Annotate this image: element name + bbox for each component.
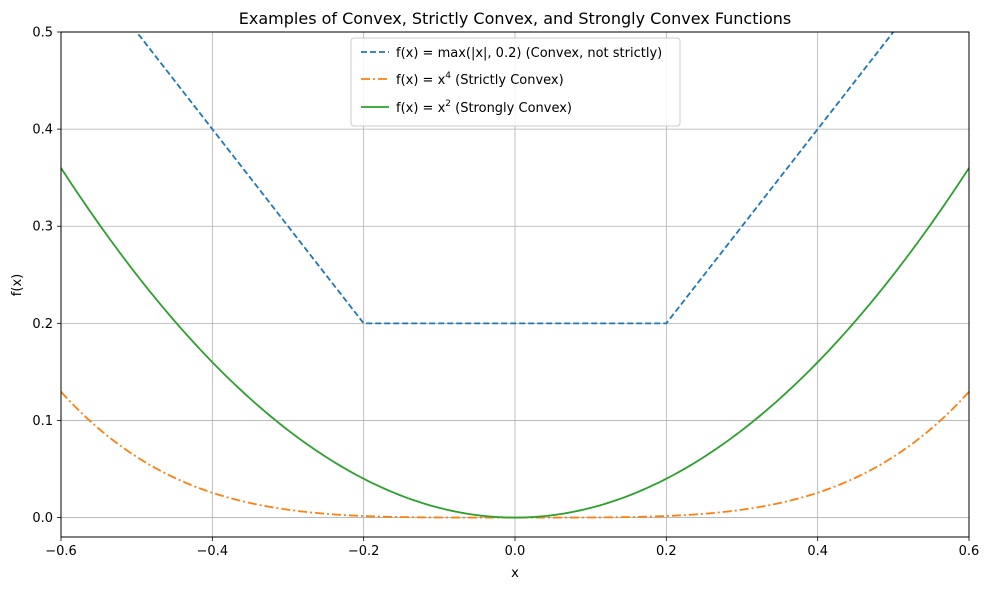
x-tick-label: 0.4 — [807, 544, 828, 559]
y-tick-label: 0.0 — [32, 511, 53, 526]
legend-description: (Strongly Convex) — [451, 101, 572, 116]
y-tick-label: 0.2 — [32, 317, 53, 332]
legend-description: (Convex, not strictly) — [521, 46, 662, 61]
x-tick-label: 0.2 — [656, 544, 677, 559]
legend-label-2: f(x) = x4 (Strictly Convex) — [396, 71, 564, 88]
legend-label-1: f(x) = max(|x|, 0.2) (Convex, not strict… — [396, 46, 662, 61]
x-tick-label: −0.6 — [45, 544, 77, 559]
y-tick-label: 0.1 — [32, 414, 53, 429]
y-tick-label: 0.5 — [32, 26, 53, 41]
legend-formula: f(x) = max(|x|, 0.2) — [396, 46, 521, 61]
legend-exponent: 4 — [445, 71, 451, 81]
legend-description: (Strictly Convex) — [451, 73, 564, 88]
x-axis-label: x — [511, 566, 519, 581]
chart-title: Examples of Convex, Strictly Convex, and… — [239, 9, 791, 28]
y-axis-ticks: 0.0 0.1 0.2 0.3 0.4 0.5 — [32, 26, 61, 526]
legend-formula: f(x) = x — [396, 101, 446, 116]
y-tick-label: 0.4 — [32, 123, 53, 138]
legend-label-3: f(x) = x2 (Strongly Convex) — [396, 99, 572, 116]
x-axis-ticks: −0.6 −0.4 −0.2 0.0 0.2 0.4 0.6 — [45, 537, 979, 559]
y-axis-label: f(x) — [10, 274, 25, 296]
legend-exponent: 2 — [445, 99, 451, 109]
legend-formula: f(x) = x — [396, 73, 446, 88]
x-tick-label: −0.4 — [197, 544, 229, 559]
legend-box — [350, 37, 681, 127]
x-tick-label: 0.6 — [959, 544, 980, 559]
legend: f(x) = max(|x|, 0.2) (Convex, not strict… — [350, 37, 681, 127]
x-tick-label: −0.2 — [348, 544, 380, 559]
series-layer — [61, 32, 969, 519]
y-tick-label: 0.3 — [32, 220, 53, 235]
series-line-3 — [61, 167, 969, 519]
x-tick-label: 0.0 — [505, 544, 526, 559]
series-line-1 — [135, 32, 895, 325]
